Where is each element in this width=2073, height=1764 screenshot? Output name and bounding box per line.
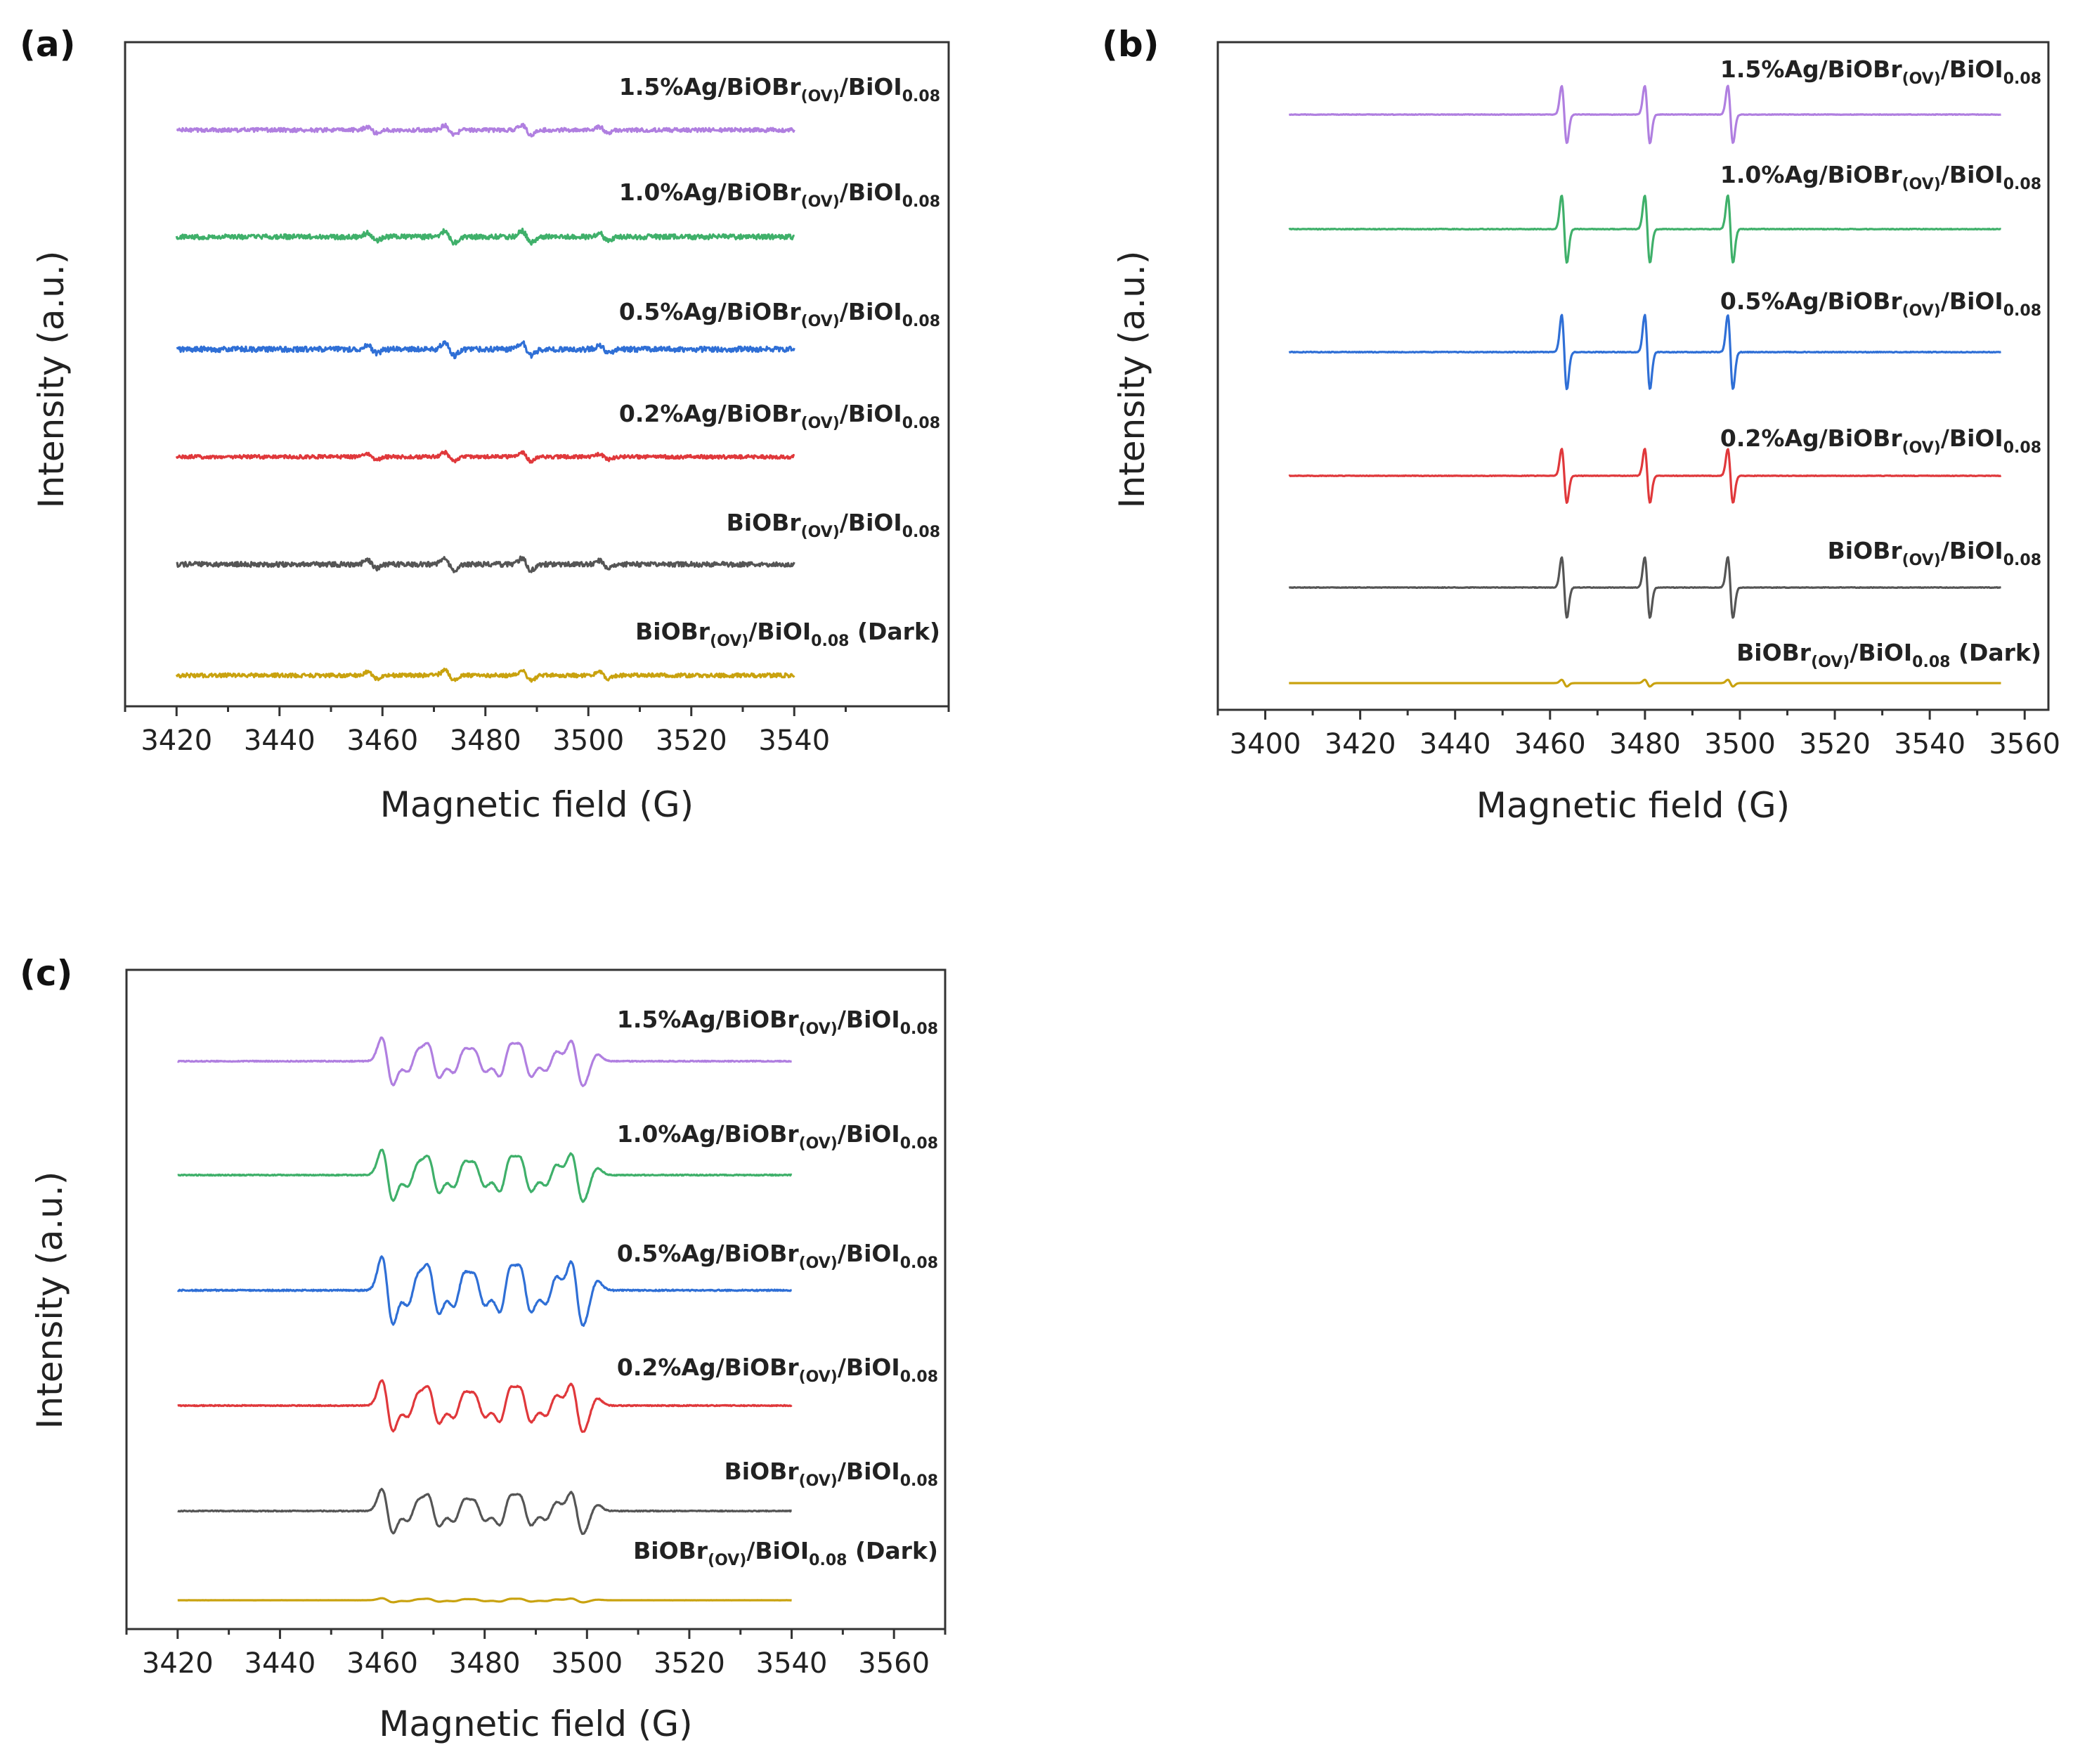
x-tick-label: 3540 <box>756 1647 828 1680</box>
series-line <box>177 1488 793 1536</box>
series-line <box>177 1379 793 1433</box>
series-label: 1.5%Ag/BiOBr(OV)/BiOI0.08 <box>619 73 940 105</box>
x-tick-label: 3440 <box>244 725 316 757</box>
x-tick-label: 3520 <box>656 725 727 757</box>
x-tick-label: 3440 <box>1419 728 1491 760</box>
plot-frame <box>124 41 950 708</box>
x-tick-label: 3480 <box>1609 728 1681 760</box>
series-label: 0.5%Ag/BiOBr(OV)/BiOI0.08 <box>617 1240 938 1272</box>
series-line <box>176 555 795 573</box>
x-axis-title: Magnetic field (G) <box>1476 785 1790 826</box>
panel-a: (a) 3420 3440 3460 3480 3500 3520 3540 Magnetic … <box>20 24 950 825</box>
series-line <box>1288 313 2001 391</box>
x-tick-label: 3500 <box>1704 728 1776 760</box>
series-line <box>1288 84 2001 145</box>
series-line <box>175 227 795 246</box>
x-tick-label: 3420 <box>142 1647 214 1680</box>
plot-frame <box>1216 41 2050 711</box>
series-label: 0.2%Ag/BiOBr(OV)/BiOI0.08 <box>619 400 940 432</box>
panel-label: (b) <box>1102 24 1159 65</box>
series-line <box>1288 448 2002 504</box>
series-line <box>177 1597 793 1604</box>
series-label: 0.5%Ag/BiOBr(OV)/BiOI0.08 <box>619 298 940 330</box>
series-line <box>176 122 795 138</box>
series-line <box>1288 556 2001 619</box>
x-tick-label: 3420 <box>141 725 212 757</box>
series-line <box>1288 678 2001 688</box>
x-tick-label: 3480 <box>450 725 521 757</box>
x-tick-label: 3560 <box>1989 728 2060 760</box>
x-tick-label: 3540 <box>1894 728 1965 760</box>
series-label: 1.0%Ag/BiOBr(OV)/BiOI0.08 <box>1720 161 2041 193</box>
x-tick-label: 3540 <box>758 725 830 757</box>
series-line <box>176 1036 793 1087</box>
x-tick-label: 3460 <box>346 725 418 757</box>
x-axis-title: Magnetic field (G) <box>379 1704 692 1744</box>
panel-label: (c) <box>20 953 72 994</box>
panel-b: (b) 3400 3420 3440 3460 3480 3500 3520 3540 3560 M… <box>1102 24 2060 826</box>
x-tick-label: 3500 <box>551 1647 623 1680</box>
series-line <box>177 1148 793 1203</box>
x-axis-title: Magnetic field (G) <box>380 784 694 825</box>
y-axis-title: Intensity (a.u.) <box>31 251 72 509</box>
x-tick-label: 3480 <box>449 1647 521 1680</box>
x-tick-label: 3560 <box>858 1647 930 1680</box>
series-label: 1.5%Ag/BiOBr(OV)/BiOI0.08 <box>1720 56 2041 88</box>
x-tick-label: 3400 <box>1230 728 1301 760</box>
series-label: BiOBr(OV)/BiOI0.08 <box>727 509 940 541</box>
series-line <box>176 1255 793 1327</box>
series-label: 0.2%Ag/BiOBr(OV)/BiOI0.08 <box>617 1354 938 1386</box>
x-tick-label: 3520 <box>1799 728 1871 760</box>
series-label: 0.2%Ag/BiOBr(OV)/BiOI0.08 <box>1720 424 2041 457</box>
x-tick-label: 3420 <box>1325 728 1396 760</box>
series-label: BiOBr(OV)/BiOI0.08 (Dark) <box>633 1537 938 1569</box>
series-label: BiOBr(OV)/BiOI0.08 (Dark) <box>1736 639 2041 671</box>
series-line <box>176 340 795 360</box>
x-tick-label: 3460 <box>1514 728 1586 760</box>
series-label: BiOBr(OV)/BiOI0.08 (Dark) <box>635 618 940 650</box>
series-line <box>175 667 795 683</box>
series-line <box>1288 194 2001 264</box>
series-label: BiOBr(OV)/BiOI0.08 <box>1828 537 2041 569</box>
x-tick-label: 3500 <box>552 725 624 757</box>
plot-frame <box>125 968 947 1630</box>
x-tick-label: 3520 <box>654 1647 725 1680</box>
series-label: 1.0%Ag/BiOBr(OV)/BiOI0.08 <box>617 1120 938 1153</box>
series-label: 1.5%Ag/BiOBr(OV)/BiOI0.08 <box>617 1006 938 1038</box>
series-label: BiOBr(OV)/BiOI0.08 <box>724 1458 938 1490</box>
x-tick-label: 3460 <box>346 1647 418 1680</box>
y-axis-title: Intensity (a.u.) <box>30 1172 70 1429</box>
series-label: 1.0%Ag/BiOBr(OV)/BiOI0.08 <box>619 179 940 211</box>
x-tick-label: 3440 <box>245 1647 316 1680</box>
series-label: 0.5%Ag/BiOBr(OV)/BiOI0.08 <box>1720 287 2041 320</box>
panel-label: (a) <box>20 24 75 65</box>
panel-c: (c) 3420 3440 3460 3480 3500 3520 3540 3560 Magne… <box>20 953 947 1744</box>
y-axis-title: Intensity (a.u.) <box>1112 251 1152 509</box>
series-line <box>175 450 795 464</box>
